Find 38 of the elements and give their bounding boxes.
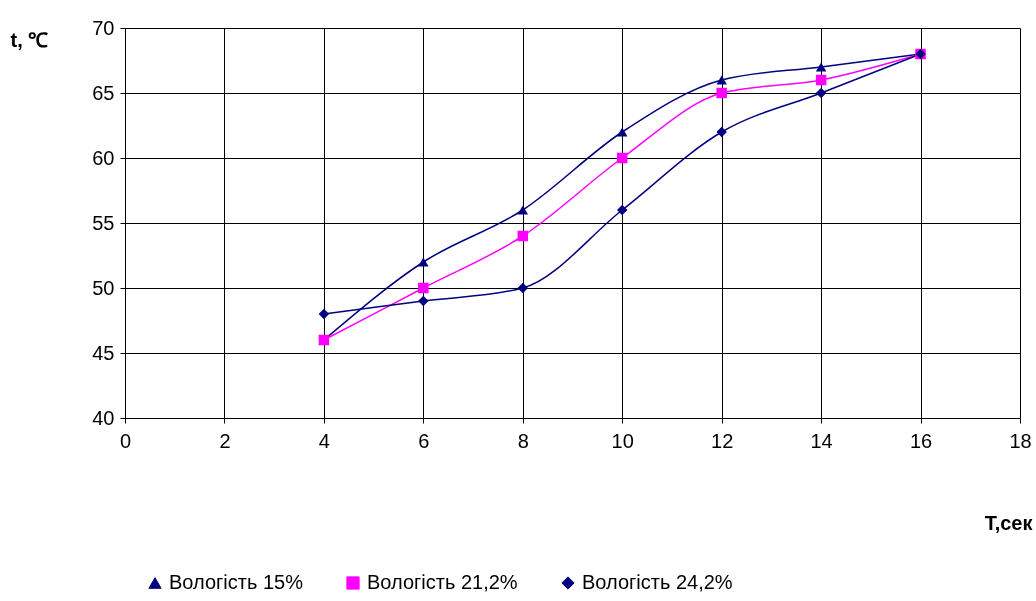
point [616,127,628,137]
legend-label: Вологість 21,2% [367,571,518,593]
y-tick-label: 60 [92,146,115,169]
x-tick-label: 2 [219,429,231,452]
x-tick-label: 6 [418,429,430,452]
point [616,204,628,216]
point [815,74,827,86]
x-tick-label: 14 [810,429,833,452]
legend-label: Вологість 24,2% [582,571,733,593]
point [418,282,429,294]
y-tick-label: 65 [92,81,115,104]
legend-label: Вологість 15% [169,571,304,593]
x-tick-label: 16 [909,429,933,452]
x-tick-label: 10 [611,429,634,452]
point [517,205,529,215]
y-tick-label: 70 [92,16,115,39]
x-tick-label: 4 [318,429,330,452]
point [716,75,727,85]
point [418,257,429,267]
point [616,152,628,164]
point [815,62,827,72]
x-tick-label: 8 [517,429,529,452]
x-tick-label: 18 [1009,429,1032,452]
x-axis-title: T,сек [984,511,1034,534]
point [716,126,727,138]
point [318,308,330,320]
x-tick-label: 12 [711,429,734,452]
point [716,87,727,99]
x-tick-label: 0 [119,429,132,452]
y-tick-label: 40 [92,406,115,429]
y-tick-label: 50 [92,276,115,299]
y-tick-label: 55 [92,211,115,234]
y-tick-label: 45 [92,341,115,364]
point [517,282,529,294]
point [418,295,429,307]
point [815,87,827,99]
y-axis-title: t, ℃ [10,28,49,51]
point [517,230,529,242]
